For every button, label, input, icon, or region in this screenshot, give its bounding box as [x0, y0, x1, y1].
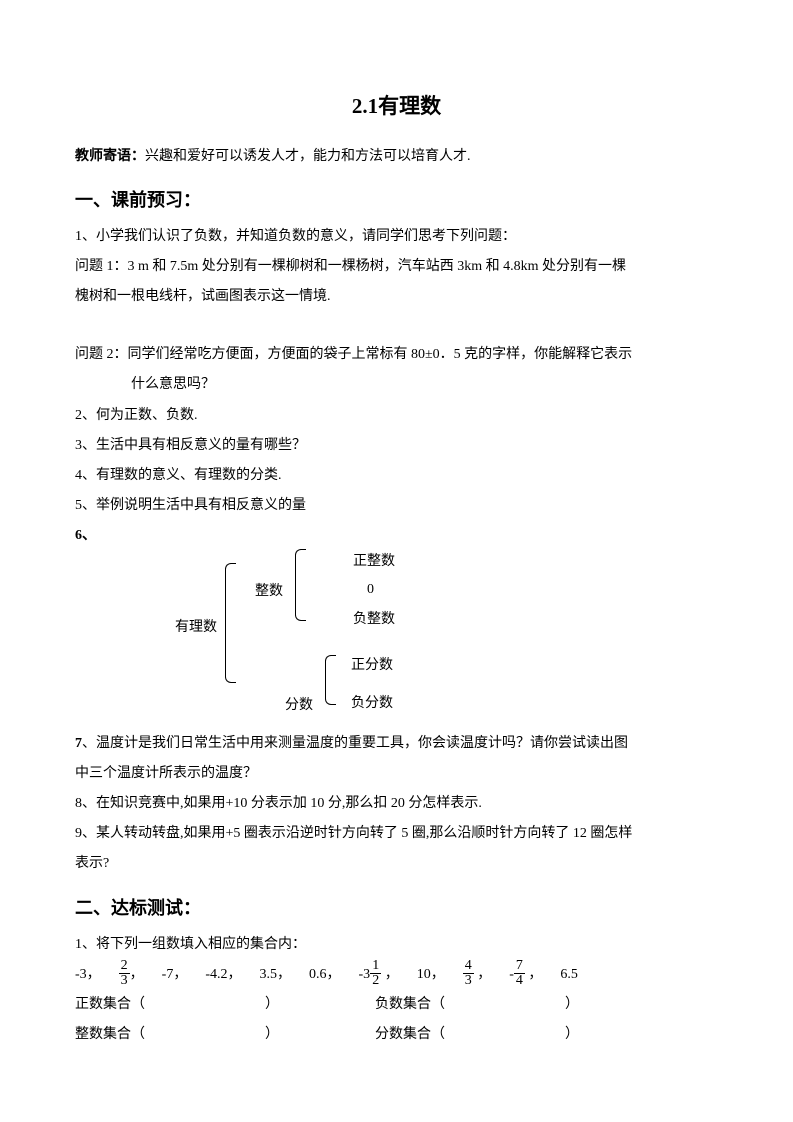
- positive-set: 正数集合（）: [75, 990, 375, 1020]
- teacher-message: 兴趣和爱好可以诱发人才，能力和方法可以培育人才.: [145, 149, 471, 164]
- para-4: 4、有理数的意义、有理数的分类.: [75, 461, 718, 491]
- question-2-line-b: 什么意思吗？: [75, 370, 718, 400]
- num-5: 3.5，: [260, 960, 292, 990]
- tree-neg-frac: 负分数: [351, 689, 393, 719]
- tree-root: 有理数: [175, 613, 217, 643]
- question-2-line-a: 问题 2：同学们经常吃方便面，方便面的袋子上常标有 80±0．5 克的字样，你能…: [75, 340, 718, 370]
- para-6-row: 6、 有理数 整数 正整数 0 负整数 分数 正分数 负分数: [75, 521, 718, 725]
- tree-frac: 分数: [285, 691, 313, 721]
- para-7-line-a: 7、温度计是我们日常生活中用来测量温度的重要工具，你会读温度计吗？请你尝试读出图: [75, 729, 718, 759]
- classification-tree: 有理数 整数 正整数 0 负整数 分数 正分数 负分数: [115, 555, 718, 725]
- num-3: -7，: [162, 960, 188, 990]
- question-1-line-a: 问题 1：3 m 和 7.5m 处分别有一棵柳树和一棵杨树，汽车站西 3km 和…: [75, 252, 718, 282]
- para-7-line-b: 中三个温度计所表示的温度？: [75, 759, 718, 789]
- spacer: [75, 312, 718, 340]
- test-1: 1、将下列一组数填入相应的集合内：: [75, 930, 718, 960]
- number-list: -3， 23， -7， -4.2， 3.5， 0.6， -312 ， 10， 4…: [75, 960, 718, 990]
- num-9: 43 ，: [463, 960, 492, 990]
- tree-int: 整数: [255, 577, 283, 607]
- negative-set: 负数集合（）: [375, 990, 579, 1020]
- sets-row-1: 正数集合（） 负数集合（）: [75, 990, 718, 1020]
- num-11: 6.5: [560, 960, 578, 990]
- section-2-heading: 二、达标测试：: [75, 894, 718, 920]
- brace-root: [225, 563, 236, 683]
- teacher-label: 教师寄语：: [75, 149, 145, 164]
- integer-set: 整数集合（）: [75, 1020, 375, 1050]
- num-6: 0.6，: [309, 960, 341, 990]
- num-8: 10，: [417, 960, 445, 990]
- num-4: -4.2，: [205, 960, 241, 990]
- tree-zero: 0: [367, 575, 374, 605]
- question-1-line-b: 槐树和一根电线杆，试画图表示这一情境.: [75, 282, 718, 312]
- num-2: 23，: [119, 960, 144, 990]
- para-2: 2、何为正数、负数.: [75, 401, 718, 431]
- fraction-4-3: 43: [463, 959, 474, 988]
- para-7-num: 7: [75, 736, 82, 751]
- fraction-1-2: 12: [370, 959, 381, 988]
- brace-int: [295, 549, 306, 621]
- num-10: -74 ，: [509, 960, 542, 990]
- para-7-text-a: 、温度计是我们日常生活中用来测量温度的重要工具，你会读温度计吗？请你尝试读出图: [82, 736, 628, 751]
- num-7: -312 ，: [359, 960, 399, 990]
- teacher-message-line: 教师寄语：兴趣和爱好可以诱发人才，能力和方法可以培育人才.: [75, 142, 718, 172]
- tree-pos-int: 正整数: [353, 547, 395, 577]
- para-1: 1、小学我们认识了负数，并知道负数的意义，请同学们思考下列问题：: [75, 222, 718, 252]
- brace-frac: [325, 655, 336, 705]
- para-8: 8、在知识竞赛中,如果用+10 分表示加 10 分,那么扣 20 分怎样表示.: [75, 789, 718, 819]
- para-3: 3、生活中具有相反意义的量有哪些？: [75, 431, 718, 461]
- page: 2.1有理数 教师寄语：兴趣和爱好可以诱发人才，能力和方法可以培育人才. 一、课…: [0, 0, 793, 1122]
- tree-pos-frac: 正分数: [351, 651, 393, 681]
- para-6-label: 6、: [75, 528, 96, 543]
- fraction-7-4: 74: [514, 959, 525, 988]
- para-9-line-a: 9、某人转动转盘,如果用+5 圈表示沿逆时针方向转了 5 圈,那么沿顺时针方向转…: [75, 819, 718, 849]
- fraction-set: 分数集合（）: [375, 1020, 579, 1050]
- page-title: 2.1有理数: [75, 90, 718, 120]
- fraction-2-3: 23: [119, 959, 130, 988]
- para-9-line-b: 表示?: [75, 849, 718, 879]
- sets-row-2: 整数集合（） 分数集合（）: [75, 1020, 718, 1050]
- section-1-heading: 一、课前预习：: [75, 186, 718, 212]
- para-5: 5、举例说明生活中具有相反意义的量: [75, 491, 718, 521]
- num-1: -3，: [75, 960, 101, 990]
- tree-neg-int: 负整数: [353, 605, 395, 635]
